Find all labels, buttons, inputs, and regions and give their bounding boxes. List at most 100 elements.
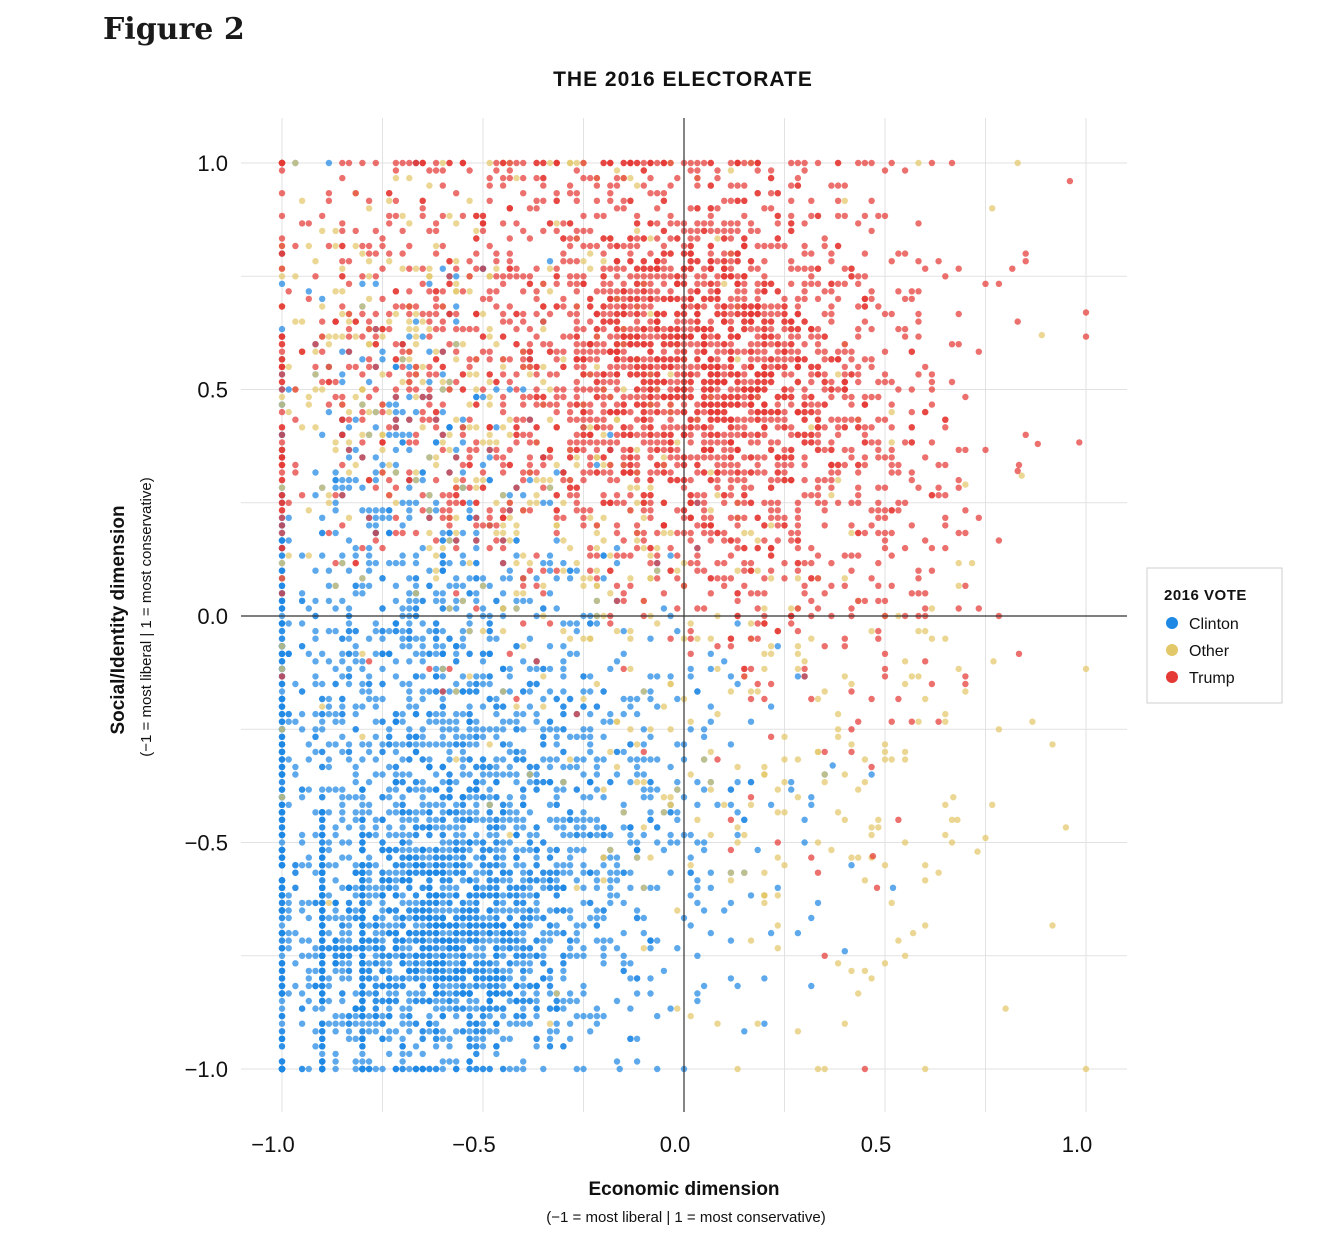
data-point — [526, 846, 534, 854]
data-point — [667, 469, 674, 476]
data-point — [298, 552, 306, 559]
data-point — [573, 929, 580, 937]
data-point — [278, 1058, 286, 1065]
data-point — [372, 733, 379, 740]
data-point — [788, 341, 795, 348]
data-point — [640, 295, 647, 303]
data-point — [406, 688, 413, 695]
data-point — [339, 1012, 346, 1020]
data-point — [406, 514, 413, 521]
data-point — [741, 348, 748, 355]
data-point — [627, 250, 634, 257]
data-point — [439, 922, 446, 929]
data-point — [593, 771, 601, 778]
data-point — [794, 159, 802, 167]
data-point — [359, 967, 366, 975]
data-point — [526, 771, 534, 778]
data-point — [493, 990, 500, 997]
data-point — [520, 748, 527, 756]
data-point — [278, 680, 286, 688]
data-point — [587, 1028, 594, 1035]
data-point — [339, 975, 346, 982]
data-point — [613, 748, 621, 756]
data-point — [533, 877, 540, 884]
data-point — [312, 597, 319, 605]
data-point — [439, 559, 446, 567]
data-point — [533, 1005, 540, 1012]
data-point — [607, 937, 614, 944]
data-point — [432, 741, 440, 748]
data-point — [372, 831, 379, 839]
data-point — [325, 695, 333, 703]
data-point — [721, 416, 728, 423]
data-point — [319, 846, 326, 854]
data-point — [426, 265, 433, 272]
data-point — [379, 914, 386, 922]
data-point — [386, 461, 393, 469]
data-point — [406, 499, 413, 506]
data-point — [493, 778, 500, 786]
data-point — [499, 1005, 507, 1012]
data-point — [674, 378, 681, 386]
data-point — [948, 816, 956, 823]
data-point — [493, 960, 500, 967]
data-point — [540, 839, 547, 846]
data-point — [754, 190, 761, 197]
data-point — [526, 688, 534, 695]
data-point — [660, 605, 668, 612]
data-point — [439, 665, 446, 673]
data-point — [627, 507, 634, 514]
data-point — [325, 982, 333, 990]
data-point — [412, 499, 420, 506]
data-point — [573, 348, 580, 355]
data-point — [647, 854, 654, 861]
data-point — [365, 1028, 373, 1035]
data-point — [486, 990, 493, 997]
data-point — [325, 756, 333, 763]
data-point — [479, 476, 487, 484]
data-point — [834, 960, 842, 967]
data-point — [453, 1005, 460, 1012]
data-point — [553, 514, 560, 521]
data-point — [359, 809, 366, 816]
data-point — [546, 288, 554, 295]
data-point — [453, 831, 460, 839]
data-point — [741, 182, 748, 189]
data-point — [553, 220, 560, 227]
data-point — [754, 1020, 761, 1027]
data-point — [372, 952, 379, 959]
data-point — [546, 763, 554, 771]
data-point — [285, 620, 292, 627]
data-point — [412, 869, 420, 876]
data-point — [667, 454, 674, 461]
data-point — [855, 333, 862, 340]
data-point — [721, 273, 728, 280]
data-point — [841, 1020, 848, 1027]
data-point — [647, 937, 654, 944]
data-point — [459, 862, 467, 869]
data-point — [359, 892, 366, 899]
data-point — [520, 824, 527, 831]
data-point — [278, 862, 286, 869]
data-point — [520, 937, 527, 944]
data-point — [647, 733, 654, 740]
data-point — [399, 809, 406, 816]
data-point — [654, 786, 661, 793]
data-point — [439, 597, 446, 605]
data-point — [473, 733, 480, 740]
data-point — [593, 816, 601, 823]
data-point — [466, 967, 473, 975]
data-point — [834, 733, 842, 740]
data-point — [1049, 922, 1056, 929]
data-point — [801, 356, 808, 363]
data-point — [426, 997, 433, 1005]
data-point — [386, 741, 393, 748]
data-point — [339, 794, 346, 801]
data-point — [278, 831, 286, 839]
data-point — [359, 907, 366, 914]
data-point — [386, 794, 393, 801]
data-point — [386, 650, 393, 657]
data-point — [667, 371, 674, 378]
data-point — [352, 809, 359, 816]
data-point — [841, 816, 848, 823]
